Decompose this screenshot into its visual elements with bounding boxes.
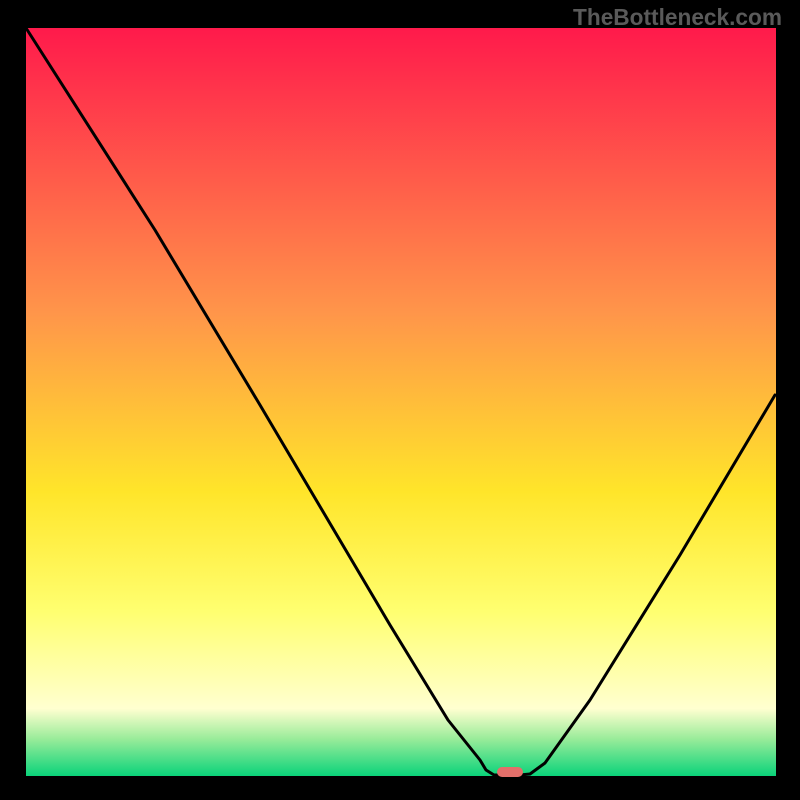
watermark-text: TheBottleneck.com xyxy=(573,4,782,31)
optimal-point-marker xyxy=(497,767,523,777)
curve-path xyxy=(26,28,775,775)
bottleneck-curve xyxy=(0,0,800,800)
